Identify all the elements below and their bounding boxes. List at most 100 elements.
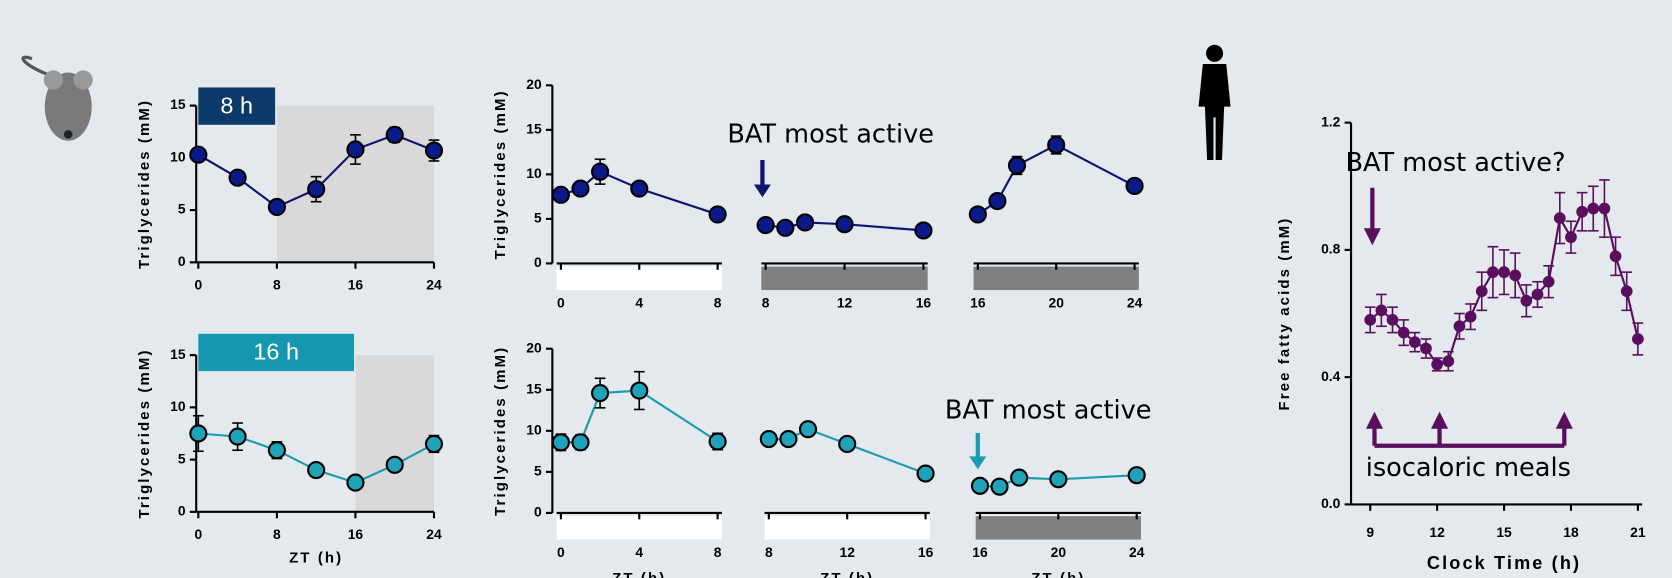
data-point — [230, 429, 246, 445]
data-point — [347, 141, 363, 157]
x-tick-label: 16 — [348, 526, 364, 542]
y-tick-label: 10 — [170, 398, 186, 414]
data-point — [347, 475, 363, 491]
data-point — [1048, 137, 1064, 153]
light-bar — [761, 267, 927, 290]
data-point — [553, 187, 569, 203]
y-tick-label: 1.2 — [1321, 113, 1341, 129]
data-point — [800, 421, 816, 437]
x-tick-label: 16 — [918, 544, 934, 560]
y-tick-label: 15 — [526, 121, 542, 137]
data-point — [631, 181, 647, 197]
x-tick-label: 8 — [714, 295, 722, 311]
y-tick-label: 10 — [170, 148, 186, 164]
x-tick-label: 16 — [972, 544, 988, 560]
y-tick-label: 0 — [534, 254, 542, 270]
data-point — [780, 431, 796, 447]
x-tick-label: 24 — [1129, 544, 1145, 560]
y-tick-label: 15 — [170, 346, 186, 362]
meal-arrow-head — [1431, 412, 1448, 429]
x-tick-label: 0 — [194, 276, 202, 292]
y-tick-label: 0.4 — [1321, 368, 1341, 384]
x-tick-label: 8 — [762, 295, 770, 311]
data-point — [1009, 157, 1025, 173]
data-point — [1599, 203, 1611, 215]
data-point — [426, 143, 442, 159]
data-point — [1431, 359, 1443, 371]
data-point — [308, 462, 324, 478]
data-point — [918, 466, 934, 482]
x-tick-label: 16 — [916, 295, 932, 311]
y-tick-label: 5 — [534, 463, 542, 479]
y-tick-label: 20 — [526, 76, 542, 92]
x-tick-label: 20 — [1051, 544, 1067, 560]
x-tick-label: 9 — [1366, 524, 1374, 540]
x-axis-label: ZT (h) — [820, 570, 874, 578]
y-tick-label: 5 — [178, 450, 186, 466]
data-point — [308, 181, 324, 197]
data-point — [387, 127, 403, 143]
x-tick-label: 12 — [837, 295, 853, 311]
x-tick-label: 24 — [426, 276, 442, 292]
data-point — [1565, 231, 1577, 243]
arrow-head — [969, 456, 986, 469]
x-tick-label: 18 — [1563, 524, 1579, 540]
y-tick-label: 0.8 — [1321, 241, 1341, 257]
data-point — [1409, 336, 1421, 348]
data-point — [992, 479, 1008, 495]
meal-arrow-head — [1556, 412, 1573, 429]
data-point — [631, 383, 647, 399]
panel-label: 16 h — [253, 339, 299, 365]
data-point — [1554, 212, 1566, 224]
panel-label: 8 h — [220, 92, 253, 118]
y-tick-label: 0 — [178, 253, 186, 269]
x-tick-label: 8 — [765, 544, 773, 560]
y-tick-label: 5 — [534, 210, 542, 226]
data-point — [426, 436, 442, 452]
data-point — [1498, 266, 1510, 278]
data-point — [1420, 343, 1432, 355]
y-axis-label: Triglycerides (mM) — [492, 89, 509, 259]
data-point — [1520, 295, 1532, 307]
y-tick-label: 0 — [534, 504, 542, 520]
data-point — [1011, 470, 1027, 486]
y-tick-label: 15 — [526, 380, 542, 396]
data-point — [1454, 320, 1466, 332]
arrow-head — [1364, 228, 1381, 245]
annotation: BAT most active? — [1345, 148, 1565, 178]
light-bar — [974, 267, 1139, 290]
data-point — [572, 181, 588, 197]
y-tick-label: 0.0 — [1321, 495, 1341, 511]
data-point — [915, 222, 931, 238]
data-point — [1509, 269, 1521, 281]
data-point — [190, 147, 206, 163]
x-tick-label: 8 — [273, 526, 281, 542]
y-tick-label: 5 — [178, 201, 186, 217]
light-bar — [976, 516, 1141, 539]
person-icon — [1199, 45, 1231, 160]
data-point — [592, 385, 608, 401]
data-point — [1376, 304, 1388, 316]
dark-phase — [355, 355, 434, 512]
data-point — [1050, 471, 1066, 487]
dark-phase — [277, 106, 434, 263]
data-point — [837, 216, 853, 232]
light-bar — [557, 267, 722, 290]
x-tick-label: 8 — [273, 276, 281, 292]
y-tick-label: 15 — [170, 96, 186, 112]
x-tick-label: 8 — [714, 544, 722, 560]
x-tick-label: 24 — [426, 526, 442, 542]
data-point — [1129, 467, 1145, 483]
y-tick-label: 20 — [526, 339, 542, 355]
light-bar — [557, 516, 722, 539]
y-axis-label: Triglycerides (mM) — [136, 99, 153, 269]
light-bar — [765, 516, 930, 539]
y-tick-label: 0 — [178, 503, 186, 519]
data-point — [1610, 250, 1622, 262]
x-tick-label: 0 — [557, 295, 565, 311]
x-tick-label: 21 — [1630, 524, 1646, 540]
data-point — [710, 206, 726, 222]
data-point — [592, 164, 608, 180]
meal-bracket — [1374, 424, 1564, 445]
data-point — [190, 425, 206, 441]
